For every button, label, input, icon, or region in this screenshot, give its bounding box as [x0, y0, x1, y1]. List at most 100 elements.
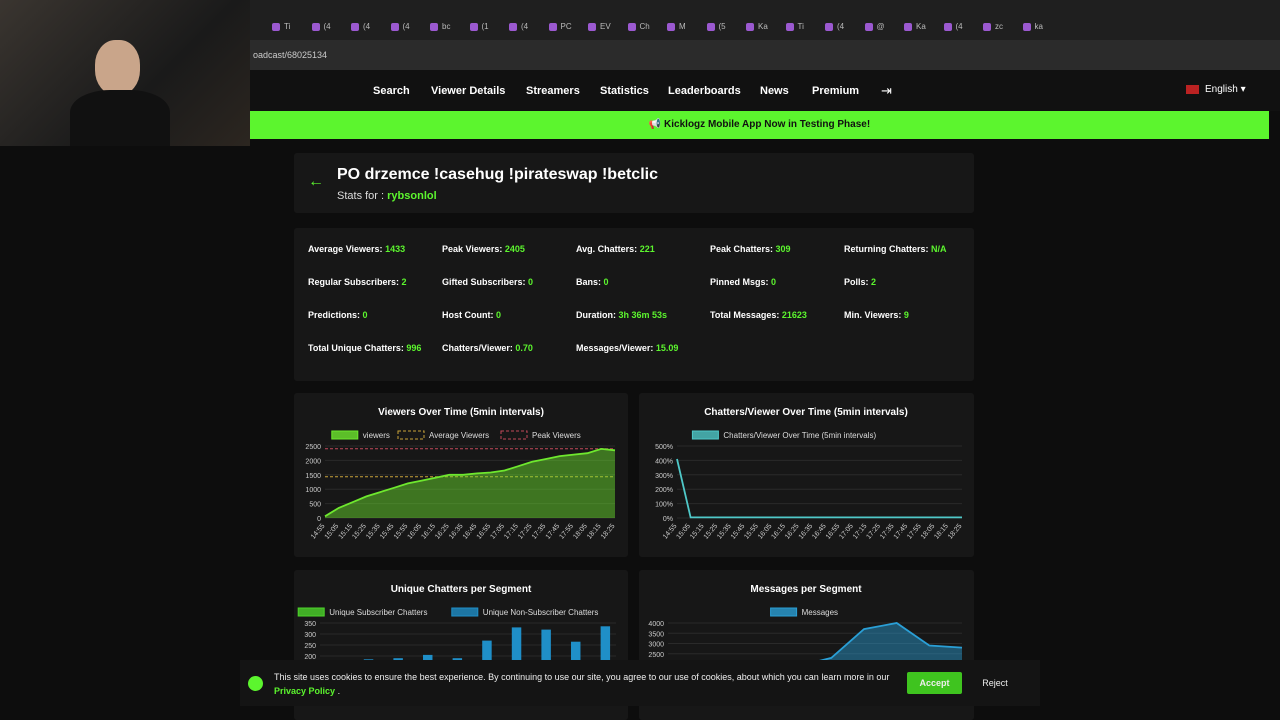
tab-title: (1	[481, 22, 489, 31]
y-tick-label: 100%	[655, 502, 673, 509]
stat-label: Returning Chatters:	[844, 244, 929, 254]
cookie-bar: This site uses cookies to ensure the bes…	[240, 660, 1040, 706]
stream-title: PO drzemce !casehug !pirateswap !betclic	[337, 166, 658, 183]
x-tick-label: 18:25	[947, 523, 964, 541]
tab-title: (4	[323, 22, 331, 31]
legend-swatch	[297, 607, 325, 617]
language[interactable]: English ▾	[1186, 84, 1246, 95]
y-tick-label: 0	[317, 516, 321, 523]
y-tick-label: 3500	[648, 631, 664, 638]
stat-value: 221	[639, 244, 655, 254]
tab[interactable]: (4	[825, 22, 844, 31]
stat-label: Peak Chatters:	[710, 244, 774, 254]
y-tick-label: 300	[304, 632, 316, 639]
stat: Regular Subscribers: 2	[308, 275, 432, 289]
tab[interactable]: (4	[311, 22, 331, 31]
stat-label: Avg. Chatters:	[576, 244, 638, 254]
tab[interactable]: (4	[943, 22, 963, 31]
tab[interactable]: (4	[390, 22, 410, 31]
tab[interactable]: zc	[983, 22, 1003, 31]
accept-button[interactable]: Accept	[907, 672, 962, 694]
legend-label: Unique Non-Subscriber Chatters	[483, 608, 599, 617]
privacy-link[interactable]: Privacy Policy	[274, 686, 336, 696]
legend-swatch	[691, 430, 719, 440]
cookie-suffix: .	[337, 686, 341, 696]
tab-title: Ti	[284, 22, 291, 31]
y-tick-label: 1000	[305, 487, 321, 494]
stat: Messages/Viewer: 15.09	[576, 341, 700, 355]
cookie-text: This site uses cookies to ensure the bes…	[274, 670, 894, 698]
stat: Duration: 3h 36m 53s	[576, 308, 700, 322]
stat: Gifted Subscribers: 0	[442, 275, 566, 289]
stat-value: N/A	[931, 244, 947, 254]
cookie-message: This site uses cookies to ensure the bes…	[274, 672, 874, 682]
tab-title: (4	[837, 22, 845, 31]
stat: Host Count: 0	[442, 308, 566, 322]
tab[interactable]: ka	[1022, 22, 1043, 31]
tab[interactable]: Ka	[904, 22, 926, 31]
back-arrow[interactable]: ←	[308, 173, 324, 190]
tab[interactable]: Ti	[272, 22, 290, 31]
stat-label: Total Messages:	[710, 310, 780, 320]
tab-title: (4	[402, 22, 410, 31]
tab-title: (4	[363, 22, 371, 31]
tab[interactable]: (5	[706, 22, 726, 31]
legend-label: Peak Viewers	[532, 431, 581, 440]
tab[interactable]: (4	[509, 22, 528, 31]
torso	[70, 90, 170, 146]
reject-button[interactable]: Reject	[982, 678, 1008, 688]
tab[interactable]: (4	[351, 22, 370, 31]
tab[interactable]: M	[667, 22, 686, 31]
nav-item[interactable]: Statistics	[600, 85, 649, 97]
stat-label: Polls:	[844, 277, 869, 287]
nav-item[interactable]: Leaderboards	[668, 85, 741, 97]
legend-label: viewers	[363, 431, 390, 440]
url[interactable]: oadcast/68025134	[253, 50, 328, 60]
y-tick-label: 200	[304, 654, 316, 661]
stat-label: Chatters/Viewer:	[442, 343, 513, 353]
x-tick-label: 17:15	[503, 523, 520, 541]
nav-item[interactable]: Streamers	[526, 85, 580, 97]
tab-title: @	[876, 22, 885, 31]
nav-item[interactable]: News	[760, 85, 789, 97]
chart-title: Messages per Segment	[750, 584, 862, 595]
x-tick-label: 15:35	[365, 523, 382, 541]
streamer-link[interactable]: rybsonlol	[387, 190, 437, 202]
x-tick-label: 15:25	[351, 523, 368, 541]
stat-value: 1433	[385, 244, 406, 254]
chart-title: Unique Chatters per Segment	[391, 584, 532, 595]
legend-label: Chatters/Viewer Over Time (5min interval…	[723, 431, 876, 440]
y-tick-label: 350	[304, 621, 316, 628]
tab[interactable]: Ch	[627, 22, 650, 31]
tab[interactable]: EV	[588, 22, 611, 31]
stat-label: Host Count:	[442, 310, 494, 320]
tab-title: (4	[521, 22, 529, 31]
language-label: English	[1205, 84, 1238, 95]
stat: Returning Chatters: N/A	[844, 242, 968, 256]
stat-value: 2	[871, 277, 877, 287]
tab[interactable]: PC	[548, 22, 572, 31]
tab-title: EV	[600, 22, 611, 31]
nav-item[interactable]: Premium	[812, 85, 860, 97]
area	[325, 448, 615, 518]
legend-swatch	[451, 607, 479, 617]
tab[interactable]: Ti	[785, 22, 804, 31]
login-icon[interactable]: ⇥	[881, 83, 892, 98]
y-tick-label: 500	[309, 502, 321, 509]
tab-title: (5	[718, 22, 726, 31]
y-tick-label: 2000	[305, 458, 321, 465]
chart-title: Chatters/Viewer Over Time (5min interval…	[704, 407, 908, 418]
nav-item[interactable]: Search	[373, 85, 410, 97]
stats-grid: Average Viewers: 1433 Peak Viewers: 2405 A…	[294, 228, 974, 381]
chart-title: Viewers Over Time (5min intervals)	[378, 407, 544, 418]
cookie-icon	[248, 676, 263, 691]
tab[interactable]: @	[864, 22, 885, 31]
legend-label: Unique Subscriber Chatters	[329, 608, 427, 617]
x-tick-label: 18:05	[572, 523, 589, 541]
x-tick-label: 17:05	[489, 523, 506, 541]
nav-item[interactable]: Viewer Details	[431, 85, 506, 97]
tab[interactable]: (1	[469, 22, 489, 31]
tab[interactable]: Ka	[746, 22, 768, 31]
tab[interactable]: bc	[430, 22, 450, 31]
